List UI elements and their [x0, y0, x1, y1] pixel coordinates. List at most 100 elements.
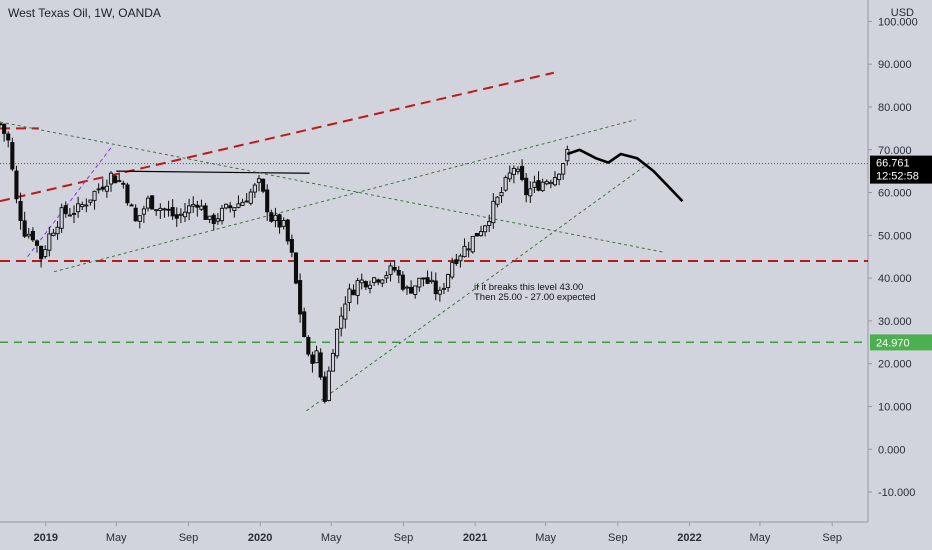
- support-price-tag: [870, 334, 932, 351]
- candle-body: [318, 352, 323, 378]
- candle-body: [298, 280, 303, 315]
- candle-body: [499, 192, 504, 197]
- candle-body: [203, 205, 208, 220]
- candle-body: [14, 170, 19, 200]
- candle-body: [170, 207, 175, 217]
- time-tick-label: 2020: [248, 532, 272, 544]
- currency-label[interactable]: USD: [890, 7, 914, 19]
- time-tick-label: May: [106, 532, 127, 544]
- candle-body: [281, 219, 286, 227]
- bar-countdown: 12:52:58: [876, 171, 919, 183]
- time-tick-label: 2021: [463, 532, 487, 544]
- candle-body: [30, 230, 35, 241]
- candle-body: [458, 255, 463, 262]
- candle-body: [84, 204, 89, 207]
- candle-body: [51, 232, 56, 237]
- candle-body: [495, 196, 500, 205]
- time-tick-label: May: [535, 532, 556, 544]
- price-tick-label: 60.000: [878, 188, 912, 200]
- candle-body: [63, 205, 68, 215]
- candle-body: [425, 277, 430, 284]
- current-price-tag: [870, 155, 932, 184]
- price-tick-label: 90.000: [878, 59, 912, 71]
- price-tick-label: 50.000: [878, 230, 912, 242]
- candle-body: [470, 235, 475, 253]
- candle-body: [474, 232, 479, 237]
- candle-body: [404, 286, 410, 289]
- candle-body: [466, 248, 471, 251]
- candle-body: [314, 350, 319, 364]
- candle-body: [215, 218, 220, 222]
- candle-body: [565, 148, 570, 162]
- candle-body: [306, 337, 311, 355]
- candle-body: [384, 275, 389, 279]
- candle-body: [491, 200, 496, 224]
- candle-body: [88, 199, 93, 203]
- price-tick-label: 100.000: [878, 16, 918, 28]
- trend-line-purple-dashed[interactable]: [27, 145, 114, 258]
- trend-line-black-solid[interactable]: [116, 170, 310, 174]
- trend-line-green-dotted[interactable]: [0, 121, 665, 253]
- time-tick-label: Sep: [394, 532, 414, 544]
- candle-body: [145, 197, 151, 209]
- candle-body: [182, 211, 188, 218]
- candle-body: [133, 207, 138, 222]
- candle-body: [34, 240, 40, 246]
- candle-body: [487, 220, 492, 226]
- candle-body: [355, 280, 360, 296]
- candle-body: [285, 219, 290, 242]
- trend-line-red-dashed[interactable]: [0, 71, 555, 203]
- time-tick-label: May: [321, 532, 342, 544]
- candle-body: [400, 274, 405, 290]
- time-tick-label: Sep: [179, 532, 199, 544]
- candle-body: [80, 204, 85, 208]
- candle-body: [191, 204, 196, 207]
- candle-body: [125, 184, 130, 204]
- candle-body: [511, 167, 516, 175]
- candle-body: [199, 205, 204, 210]
- candle-body: [18, 200, 23, 221]
- price-axis[interactable]: 100.000 90.000 80.000 70.000 60.000 50.000 40.…: [867, 0, 918, 522]
- time-tick-label: May: [750, 532, 771, 544]
- candle-body: [92, 190, 97, 201]
- candle-body: [507, 172, 512, 180]
- candle-body: [429, 279, 434, 283]
- candle-body: [433, 280, 438, 295]
- candle-body: [67, 214, 72, 217]
- annotation-text: if it breaks this level 43.00: [474, 282, 583, 293]
- candle-body: [104, 185, 109, 192]
- candle-body: [10, 142, 15, 170]
- candle-body: [532, 181, 537, 188]
- candle-body: [121, 182, 126, 185]
- candle-body: [322, 376, 327, 402]
- candle-body: [417, 277, 422, 288]
- candle-body: [261, 178, 266, 192]
- candle-body: [224, 203, 229, 209]
- trend-line-green-dotted[interactable]: [306, 162, 650, 412]
- candle-body: [129, 204, 134, 207]
- projection-curve[interactable]: [566, 148, 684, 203]
- time-axis[interactable]: 2019 May Sep 2020 May Sep 2021 May Sep 2022 May Sep: [0, 521, 868, 544]
- candle-body: [154, 209, 159, 212]
- candle-body: [330, 352, 336, 372]
- candle-body: [211, 214, 216, 225]
- trend-line-green-dotted[interactable]: [53, 119, 636, 273]
- candle-body: [96, 188, 101, 191]
- candle-body: [76, 203, 81, 213]
- candle-body: [141, 208, 146, 215]
- candle-body: [108, 172, 114, 185]
- candle-body: [100, 186, 105, 190]
- candle-body: [380, 279, 385, 284]
- candle-body: [462, 245, 467, 258]
- price-tick-label: 30.000: [878, 316, 912, 328]
- candlestick-series: [0, 122, 570, 404]
- support-price-value: 24.970: [876, 337, 910, 349]
- candle-body: [150, 195, 155, 210]
- candle-body: [26, 233, 31, 237]
- candle-body: [273, 214, 278, 222]
- candle-body: [326, 370, 331, 401]
- candle-body: [392, 266, 397, 271]
- candle-body: [2, 123, 7, 134]
- candle-body: [441, 287, 447, 290]
